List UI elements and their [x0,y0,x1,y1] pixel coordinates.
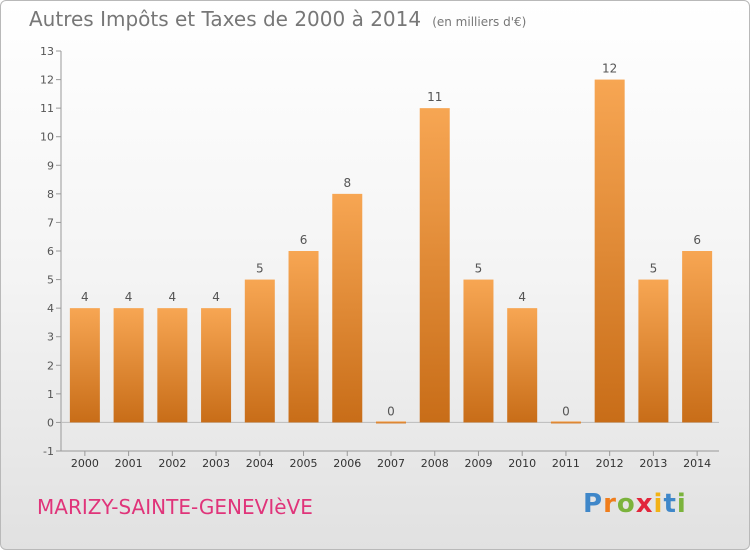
proxiti-logo[interactable]: Proxiti [583,489,687,519]
bar [69,308,100,423]
y-tick-label: 7 [47,216,54,229]
y-tick-label: -1 [43,445,54,458]
chart-title-main: Autres Impôts et Taxes de 2000 à 2014 [29,7,422,31]
bar-value-label: 5 [475,262,483,276]
x-tick-label: 2002 [158,457,186,470]
bar-value-label: 0 [562,404,570,418]
bar-value-label: 6 [693,233,701,247]
logo-letter: t [663,489,677,519]
y-tick-label: 13 [40,45,54,58]
y-tick-label: 1 [47,388,54,401]
x-tick-label: 2001 [115,457,143,470]
commune-name: MARIZY-SAINTE-GENEVIèVE [37,495,313,519]
chart-title: Autres Impôts et Taxes de 2000 à 2014 (e… [29,7,526,31]
y-tick-label: 3 [47,331,54,344]
x-tick-label: 2011 [552,457,580,470]
bar-value-label: 4 [81,290,89,304]
y-tick-label: 10 [40,131,54,144]
bar [638,279,669,423]
y-tick-label: 6 [47,245,54,258]
bar [463,279,494,423]
bar [288,251,319,423]
bar [507,308,538,423]
logo-letter: i [653,489,664,519]
bar-value-label: 11 [427,90,442,104]
x-tick-label: 2014 [683,457,711,470]
x-tick-label: 2012 [596,457,624,470]
bar-value-label: 0 [387,404,395,418]
bar [376,421,406,424]
logo-letter: x [635,489,654,519]
bar [419,108,450,423]
logo-letter: P [583,489,604,519]
x-tick-label: 2007 [377,457,405,470]
bar [113,308,144,423]
bar [157,308,188,423]
bar-value-label: 5 [650,262,658,276]
y-tick-label: 9 [47,159,54,172]
bar-value-label: 4 [212,290,220,304]
bar-value-label: 5 [256,262,264,276]
bar-value-label: 4 [169,290,177,304]
x-tick-label: 2006 [333,457,361,470]
x-tick-label: 2005 [290,457,318,470]
y-tick-label: 8 [47,188,54,201]
x-tick-label: 2004 [246,457,274,470]
bar [682,251,713,423]
y-tick-label: 5 [47,274,54,287]
bar-value-label: 6 [300,233,308,247]
x-tick-label: 2000 [71,457,99,470]
bar-value-label: 4 [518,290,526,304]
x-tick-label: 2009 [464,457,492,470]
y-tick-label: 4 [47,302,54,315]
bar [332,193,363,423]
bar [594,79,625,423]
x-tick-label: 2003 [202,457,230,470]
chart-title-unit: (en milliers d'€) [432,15,527,29]
x-tick-label: 2010 [508,457,536,470]
bar [550,421,581,424]
x-tick-label: 2008 [421,457,449,470]
bar [244,279,275,423]
bar [201,308,232,423]
y-tick-label: 0 [47,416,54,429]
logo-letter: r [603,489,617,519]
y-tick-label: 12 [40,74,54,87]
logo-letter: i [676,489,687,519]
y-tick-label: 11 [40,102,54,115]
logo-letter: o [616,489,636,519]
bar-value-label: 4 [125,290,133,304]
y-tick-label: 2 [47,359,54,372]
bar-value-label: 8 [343,176,351,190]
x-tick-label: 2013 [639,457,667,470]
bar-value-label: 12 [602,62,617,76]
